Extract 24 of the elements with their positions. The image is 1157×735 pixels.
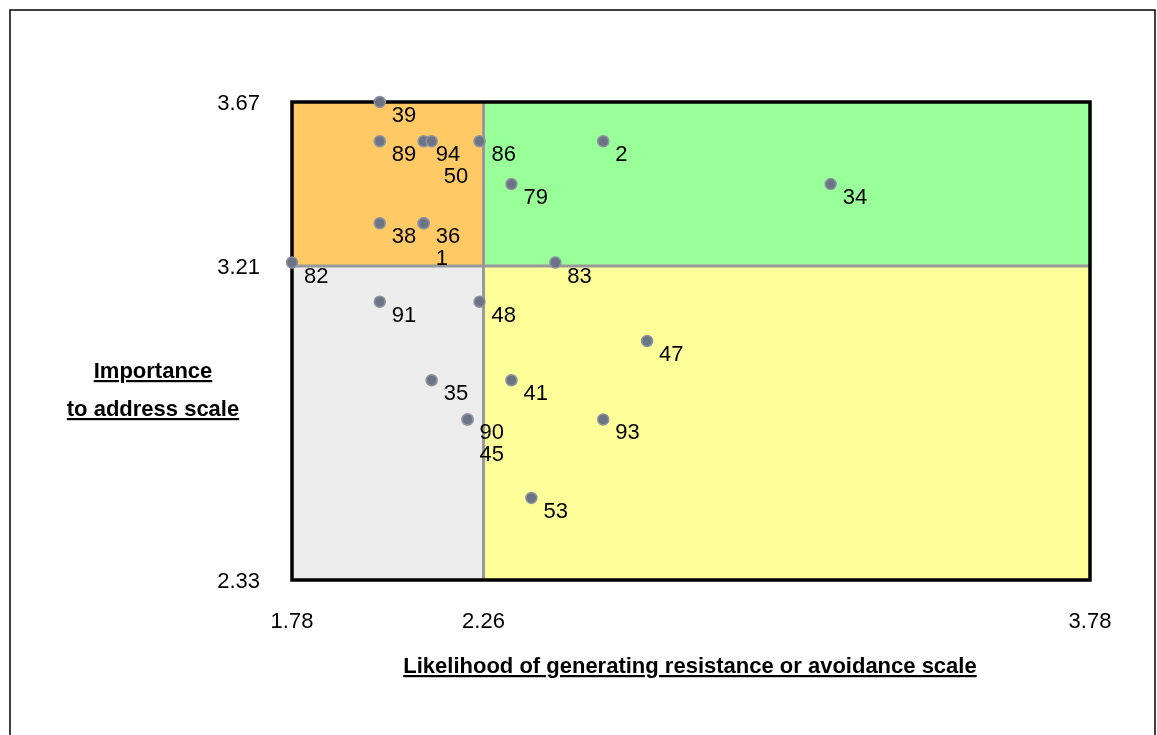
series-label: 91 xyxy=(391,301,417,327)
y-axis-title: Importance to address scale xyxy=(66,358,240,421)
series-label: 89 xyxy=(391,141,417,167)
series-label: 82 xyxy=(304,262,329,288)
x-axis-title: Likelihood of generating resistance or avoidance scale xyxy=(403,653,977,678)
series-label: 48 xyxy=(491,301,517,327)
series-label: 38 xyxy=(391,223,417,249)
x-tick-label: 2.26 xyxy=(462,608,505,633)
series-label: 83 xyxy=(567,262,592,288)
series-label: 2 xyxy=(615,141,628,167)
y-tick-label: 2.33 xyxy=(217,568,260,593)
series-label: 93 xyxy=(615,419,640,445)
series-label: 79 xyxy=(523,184,548,210)
series-label: 86 xyxy=(491,141,517,167)
x-tick-label: 3.78 xyxy=(1068,608,1112,633)
series-label: 53 xyxy=(543,497,568,523)
series-label: 39 xyxy=(391,102,417,127)
series-label: 34 xyxy=(842,184,868,210)
y-tick-label: 3.21 xyxy=(217,254,260,280)
y-tick-label: 3.67 xyxy=(217,90,260,115)
series-label: 47 xyxy=(659,341,684,366)
series-label: 41 xyxy=(523,380,548,406)
x-tick-label: 1.78 xyxy=(270,608,314,633)
series-label: 35 xyxy=(443,380,469,406)
